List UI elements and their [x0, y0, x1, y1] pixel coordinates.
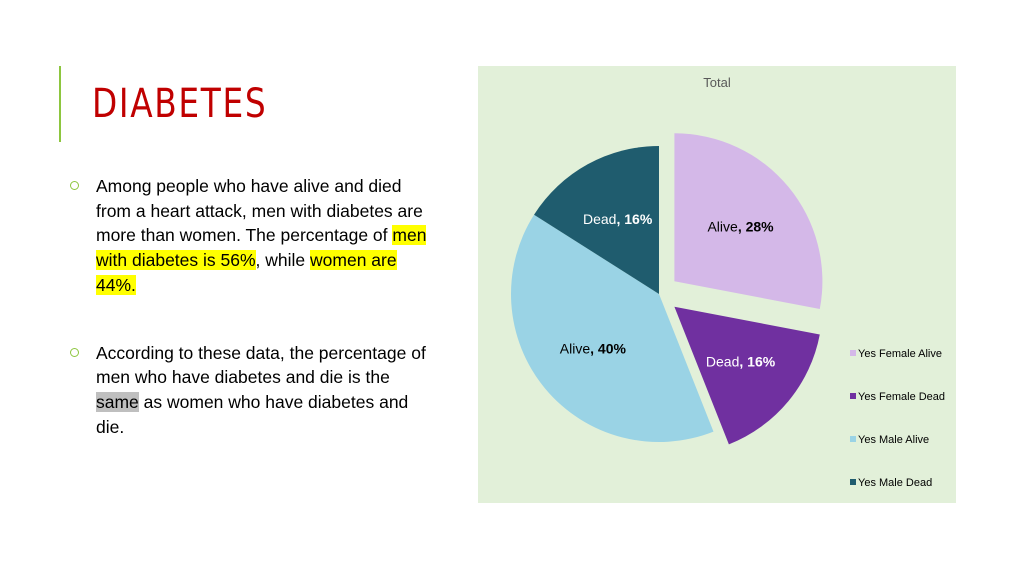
highlighted-text: same — [96, 391, 139, 412]
pie-slice — [511, 214, 714, 442]
bullet-item: According to these data, the percentage … — [70, 341, 430, 440]
bullet-text-segment: Among people who have alive and died fro… — [96, 176, 423, 246]
slide-title: DIABETES — [92, 81, 268, 127]
title-accent-bar — [59, 66, 61, 142]
bullet-text: According to these data, the percentage … — [96, 343, 426, 437]
legend-swatch — [850, 350, 856, 356]
legend-item: Yes Female Dead — [850, 391, 945, 403]
bullet-text-segment: According to these data, the percentage … — [96, 342, 426, 388]
bullet-text-segment: as women who have diabetes and die. — [96, 391, 409, 437]
data-label: Alive, 40% — [560, 341, 627, 357]
data-label: Alive, 28% — [707, 219, 774, 235]
pie-slice — [674, 306, 820, 445]
pie-chart: Total Alive, 28% Dead, 16% Alive, 40% Dead, … — [478, 66, 956, 503]
legend-label: Yes Female Alive — [858, 348, 942, 360]
legend-item: Yes Female Alive — [850, 348, 942, 360]
legend-swatch — [850, 479, 856, 485]
legend-swatch — [850, 393, 856, 399]
legend-label: Yes Male Alive — [858, 434, 929, 446]
bullet-item: Among people who have alive and died fro… — [70, 174, 430, 298]
circle-bullet-icon — [70, 347, 79, 357]
legend-swatch — [850, 436, 856, 442]
bullet-list: Among people who have alive and died fro… — [70, 174, 430, 439]
bullet-text: Among people who have alive and died fro… — [96, 176, 427, 295]
pie-slice — [674, 133, 823, 309]
data-label: Dead, 16% — [706, 353, 776, 369]
pie-slice — [534, 146, 659, 294]
legend-item: Yes Male Dead — [850, 477, 932, 489]
legend-item: Yes Male Alive — [850, 434, 929, 446]
pie-chart-canvas: Total Alive, 28% Dead, 16% Alive, 40% Dead, … — [511, 75, 945, 489]
circle-bullet-icon — [70, 181, 79, 190]
legend-label: Yes Female Dead — [858, 391, 945, 403]
bullet-text-segment: , while — [255, 250, 311, 271]
chart-title: Total — [703, 75, 731, 90]
data-label: Dead, 16% — [583, 211, 653, 227]
legend-label: Yes Male Dead — [858, 477, 932, 489]
